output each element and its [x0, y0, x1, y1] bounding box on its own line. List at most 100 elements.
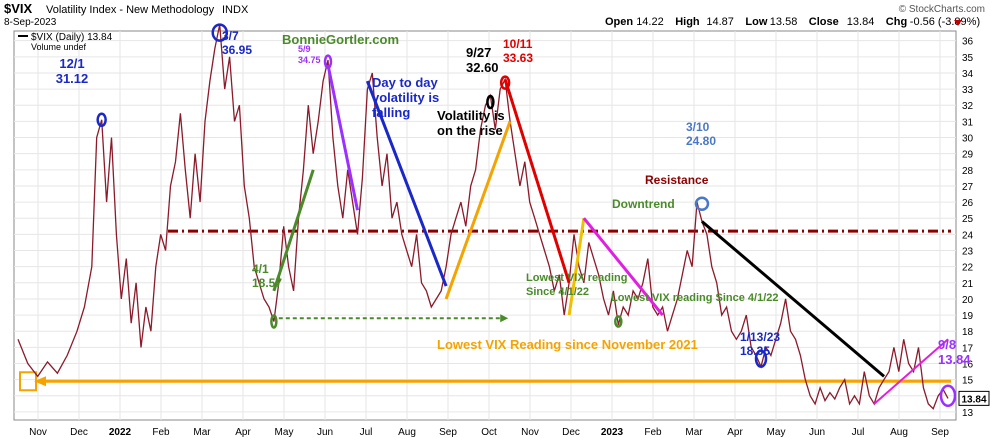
annotation-label: volatility is — [372, 90, 439, 105]
copyright-text: © StockCharts.com — [899, 4, 985, 15]
annotation-label: Lowest VIX reading — [526, 272, 627, 284]
support-arrow-icon — [34, 376, 46, 387]
y-tick-label: 34 — [962, 69, 974, 80]
down-arrow-icon — [954, 20, 962, 26]
annotation-label: 4/1 — [252, 262, 269, 276]
yellow-trend-line — [567, 218, 586, 316]
annotation-label: 9/8 — [938, 337, 956, 352]
annotation-label: Downtrend — [612, 197, 675, 211]
marker-circle — [694, 196, 710, 211]
marker-circle — [486, 94, 495, 110]
x-tick-label: May — [275, 427, 294, 438]
y-tick-label: 32 — [962, 101, 974, 112]
x-tick-label: Feb — [644, 427, 662, 438]
ohlc-label: Low — [745, 16, 767, 28]
annotation-label: Volatility is — [437, 108, 505, 123]
annotation-value: 36.95 — [222, 43, 252, 57]
y-tick-label: 23 — [962, 247, 974, 258]
y-tick-label: 13 — [962, 408, 974, 419]
black-trend-line — [700, 220, 886, 378]
legend-volume-label: Volume undef — [31, 42, 87, 52]
annotation-label: 1/13/23 — [740, 330, 780, 344]
price-tag-label: 13.84 — [961, 394, 986, 405]
annotation-value: 13.84 — [938, 352, 971, 367]
support-box — [19, 371, 37, 392]
marker-circle — [939, 384, 957, 408]
y-tick-label: 30 — [962, 134, 974, 145]
y-tick-label: 22 — [962, 263, 974, 274]
x-tick-label: Aug — [890, 427, 908, 438]
y-tick-label: 36 — [962, 37, 974, 48]
blue-trend-line — [365, 80, 448, 287]
annotation-label: BonnieGortler.com — [282, 32, 399, 47]
annotation-label: 10/11 — [503, 37, 533, 51]
annotation-label: 5/9 — [298, 44, 311, 54]
ohlc-label: Chg — [886, 16, 907, 28]
ohlc-label: Open — [605, 16, 633, 28]
ohlc-value: 13.84 — [847, 16, 875, 28]
y-tick-label: 31 — [962, 117, 974, 128]
chart-date: 8-Sep-2023 — [4, 17, 57, 28]
annotation-label: Since 4/1/22 — [526, 286, 589, 298]
annotation-label: 12/1 — [59, 56, 84, 71]
y-tick-label: 18 — [962, 327, 974, 338]
x-tick-label: Nov — [29, 427, 47, 438]
x-tick-label: Apr — [727, 427, 743, 438]
x-tick-label: Dec — [562, 427, 580, 438]
annotation-label: Resistance — [645, 173, 709, 187]
y-tick-label: 29 — [962, 150, 974, 161]
ohlc-value: 14.87 — [706, 16, 734, 28]
annotation-label: 3/10 — [686, 120, 710, 134]
x-tick-label: Sep — [931, 427, 949, 438]
marker-circle — [499, 75, 511, 90]
x-tick-label: Mar — [685, 427, 703, 438]
annotation-label: 9/27 — [466, 45, 491, 60]
x-tick-label: Nov — [521, 427, 539, 438]
ohlc-value: -0.56 (-3.89%) — [910, 16, 980, 28]
annotation-label: Lowest VIX Reading since November 2021 — [437, 337, 698, 352]
annotation-value: 34.75 — [298, 55, 321, 65]
y-tick-label: 16 — [962, 360, 974, 371]
x-tick-label: Oct — [481, 427, 497, 438]
magenta-uptrend-line — [873, 338, 949, 405]
y-tick-label: 28 — [962, 166, 974, 177]
annotation-label: Lowest VIX reading Since 4/1/22 — [611, 292, 779, 304]
x-tick-label: Apr — [235, 427, 251, 438]
y-tick-label: 24 — [962, 230, 974, 241]
y-tick-label: 17 — [962, 343, 974, 354]
legend-series-label: $VIX (Daily) 13.84 — [31, 32, 113, 43]
annotation-label: 3/7 — [222, 29, 239, 43]
y-tick-label: 21 — [962, 279, 974, 290]
x-tick-label: 2022 — [109, 427, 132, 438]
chart-exchange: INDX — [222, 4, 249, 16]
annotation-value: 24.80 — [686, 134, 716, 148]
x-tick-label: Sep — [439, 427, 457, 438]
x-tick-label: Jun — [809, 427, 825, 438]
chart-name: Volatility Index - New Methodology — [46, 4, 215, 16]
annotation-value: 33.63 — [503, 51, 533, 65]
green-trend-line — [272, 169, 315, 292]
magenta-trend-line — [582, 217, 664, 317]
ohlc-value: 14.22 — [636, 16, 664, 28]
y-tick-label: 25 — [962, 214, 974, 225]
y-tick-label: 33 — [962, 85, 974, 96]
arrow-head-icon — [500, 314, 509, 323]
red-trend-line — [503, 78, 571, 284]
annotation-value: 31.12 — [56, 71, 89, 86]
x-tick-label: May — [767, 427, 786, 438]
chart-title: $VIX — [4, 1, 33, 16]
marker-circle — [323, 54, 333, 69]
annotation-value: 32.60 — [466, 60, 499, 75]
y-tick-label: 27 — [962, 182, 974, 193]
y-tick-label: 26 — [962, 198, 974, 209]
y-tick-label: 15 — [962, 376, 974, 387]
purple-trend-line — [326, 64, 359, 211]
ohlc-label: Close — [809, 16, 839, 28]
annotation-value: 18.35 — [740, 344, 770, 358]
y-tick-label: 20 — [962, 295, 974, 306]
x-tick-label: 2023 — [601, 427, 624, 438]
annotation-value: 18.57 — [252, 276, 282, 290]
x-tick-label: Jul — [852, 427, 865, 438]
x-tick-label: Mar — [193, 427, 211, 438]
